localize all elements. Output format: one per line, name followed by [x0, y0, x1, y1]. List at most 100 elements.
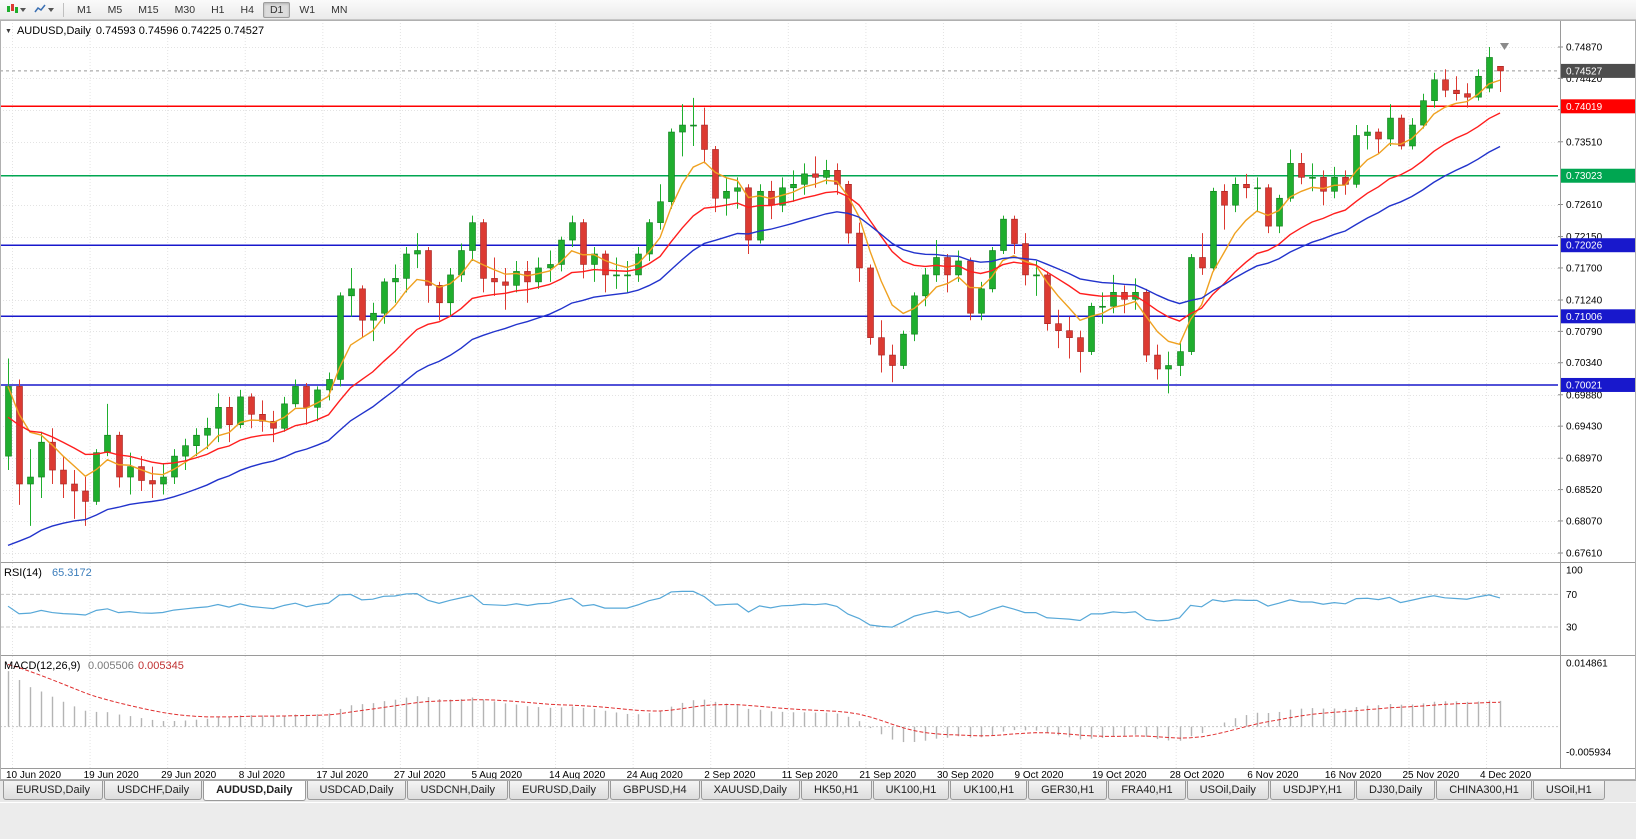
svg-text:10 Jun 2020: 10 Jun 2020: [6, 770, 61, 780]
svg-text:28 Oct 2020: 28 Oct 2020: [1170, 770, 1225, 780]
status-strip: [0, 802, 1636, 839]
svg-text:0.72610: 0.72610: [1566, 200, 1603, 211]
svg-text:0.74019: 0.74019: [1566, 102, 1603, 113]
chart-tab-ger30-h1[interactable]: GER30,H1: [1028, 781, 1108, 800]
svg-text:0.70790: 0.70790: [1566, 327, 1603, 338]
expand-arrow-icon[interactable]: ▼: [5, 27, 12, 35]
timeframe-button-m1[interactable]: M1: [70, 2, 99, 18]
svg-text:0.68070: 0.68070: [1566, 516, 1603, 527]
svg-text:27 Jul 2020: 27 Jul 2020: [394, 770, 446, 780]
timeframe-button-m5[interactable]: M5: [101, 2, 130, 18]
timeframe-button-w1[interactable]: W1: [292, 2, 322, 18]
svg-text:0.014861: 0.014861: [1566, 659, 1608, 670]
timeframe-button-mn[interactable]: MN: [324, 2, 354, 18]
chart-tab-fra40-h1[interactable]: FRA40,H1: [1108, 781, 1186, 800]
macd-signal-line: [7, 664, 1501, 739]
timeframe-button-h1[interactable]: H1: [204, 2, 231, 18]
svg-text:30 Sep 2020: 30 Sep 2020: [937, 770, 994, 780]
timeframe-button-h4[interactable]: H4: [234, 2, 261, 18]
svg-text:5 Aug 2020: 5 Aug 2020: [471, 770, 522, 780]
svg-text:19 Jun 2020: 19 Jun 2020: [84, 770, 139, 780]
svg-text:MACD(12,26,9): MACD(12,26,9): [4, 660, 80, 672]
macd-panel[interactable]: MACD(12,26,9) 0.005506 0.005345: [0, 660, 1558, 743]
svg-text:21 Sep 2020: 21 Sep 2020: [859, 770, 916, 780]
svg-text:25 Nov 2020: 25 Nov 2020: [1402, 770, 1459, 780]
svg-text:0.72150: 0.72150: [1566, 232, 1603, 243]
svg-text:6 Nov 2020: 6 Nov 2020: [1247, 770, 1299, 780]
toolbar-separator: [63, 2, 64, 17]
svg-text:0.74527: 0.74527: [1566, 66, 1603, 77]
svg-text:70: 70: [1566, 590, 1578, 601]
svg-text:16 Nov 2020: 16 Nov 2020: [1325, 770, 1382, 780]
moving-average-line: [7, 79, 1501, 478]
svg-text:0.73023: 0.73023: [1566, 171, 1603, 182]
svg-text:17 Jul 2020: 17 Jul 2020: [316, 770, 368, 780]
time-scale[interactable]: 10 Jun 2020 19 Jun 2020 29 Jun 2020 8 Jul 2…: [6, 770, 1532, 780]
timeframe-button-d1[interactable]: D1: [262, 1, 291, 18]
svg-text:9 Oct 2020: 9 Oct 2020: [1015, 770, 1064, 780]
chart-shift-marker: [1500, 43, 1509, 50]
svg-text:RSI(14): RSI(14): [4, 567, 42, 579]
svg-text:19 Oct 2020: 19 Oct 2020: [1092, 770, 1147, 780]
moving-average-line: [7, 112, 1501, 465]
chart-type-button[interactable]: [3, 2, 29, 18]
svg-text:2 Sep 2020: 2 Sep 2020: [704, 770, 756, 780]
timeframe-toolbar: M1 M5 M15 M30 H1 H4 D1 W1 MN: [70, 1, 354, 18]
rsi-line: [7, 590, 1501, 628]
chart-window: RSI(14) 65.3172 MACD(12,26,9) 0.005506 0.0…: [0, 20, 1636, 780]
chart-tab-dj30-daily[interactable]: DJ30,Daily: [1356, 781, 1436, 800]
svg-text:0.005345: 0.005345: [138, 660, 184, 672]
svg-text:0.005506: 0.005506: [88, 660, 134, 672]
svg-text:0.70021: 0.70021: [1566, 380, 1603, 391]
svg-text:0.68520: 0.68520: [1566, 485, 1603, 496]
chart-tab-usdcnh-daily[interactable]: USDCNH,Daily: [407, 781, 509, 800]
svg-text:0.69880: 0.69880: [1566, 390, 1603, 401]
svg-text:4 Dec 2020: 4 Dec 2020: [1480, 770, 1532, 780]
timeframe-button-m30[interactable]: M30: [168, 2, 202, 18]
chart-tab-usoil-h1[interactable]: USOil,H1: [1532, 781, 1605, 800]
chart-tab-usdcad-daily[interactable]: USDCAD,Daily: [306, 781, 407, 800]
svg-text:0.67610: 0.67610: [1566, 549, 1603, 560]
svg-text:0.71700: 0.71700: [1566, 263, 1603, 274]
chart-tab-audusd-daily[interactable]: AUDUSD,Daily: [203, 781, 306, 801]
timeframe-button-m15[interactable]: M15: [131, 2, 165, 18]
main-chart-panel[interactable]: [0, 20, 1558, 768]
chart-tab-gbpusd-h4[interactable]: GBPUSD,H4: [610, 781, 700, 800]
svg-text:24 Aug 2020: 24 Aug 2020: [627, 770, 684, 780]
svg-text:0.73510: 0.73510: [1566, 137, 1603, 148]
rsi-panel[interactable]: RSI(14) 65.3172: [0, 567, 1558, 628]
price-scale[interactable]: 0.748700.744200.739700.735100.726100.721…: [1558, 43, 1635, 759]
svg-text:0.74420: 0.74420: [1566, 74, 1603, 85]
chart-tab-usoil-daily[interactable]: USOil,Daily: [1186, 781, 1269, 800]
svg-text:0.72026: 0.72026: [1566, 241, 1603, 252]
chart-tab-usdjpy-h1[interactable]: USDJPY,H1: [1269, 781, 1356, 800]
svg-text:8 Jul 2020: 8 Jul 2020: [239, 770, 286, 780]
svg-text:11 Sep 2020: 11 Sep 2020: [782, 770, 838, 780]
moving-average-line: [7, 145, 1501, 547]
svg-text:65.3172: 65.3172: [52, 567, 92, 579]
svg-text:100: 100: [1566, 566, 1583, 577]
dropdown-caret-icon: [48, 7, 54, 12]
chart-tab-eurusd-daily[interactable]: EURUSD,Daily: [3, 781, 103, 800]
candlestick-chart-icon: [6, 2, 18, 17]
chart-tab-xauusd-daily[interactable]: XAUUSD,Daily: [700, 781, 800, 800]
chart-template-button[interactable]: [31, 2, 57, 18]
svg-text:0.71240: 0.71240: [1566, 296, 1603, 307]
svg-text:0.69430: 0.69430: [1566, 422, 1603, 433]
chart-tab-china300-h1[interactable]: CHINA300,H1: [1436, 781, 1532, 800]
line-chart-icon: [34, 2, 46, 17]
dropdown-caret-icon: [20, 7, 26, 12]
svg-text:14 Aug 2020: 14 Aug 2020: [549, 770, 606, 780]
svg-text:0.71006: 0.71006: [1566, 312, 1603, 323]
svg-text:0.74870: 0.74870: [1566, 43, 1603, 54]
chart-tab-eurusd-daily[interactable]: EURUSD,Daily: [509, 781, 609, 800]
chart-tab-uk100-h1[interactable]: UK100,H1: [872, 781, 950, 800]
svg-text:0.70340: 0.70340: [1566, 358, 1603, 369]
svg-text:29 Jun 2020: 29 Jun 2020: [161, 770, 216, 780]
chart-tab-bar: EURUSD,Daily USDCHF,Daily AUDUSD,Daily USDC…: [0, 780, 1636, 802]
chart-tab-usdchf-daily[interactable]: USDCHF,Daily: [103, 781, 203, 800]
chart-tab-uk100-h1[interactable]: UK100,H1: [950, 781, 1028, 800]
svg-text:0.68970: 0.68970: [1566, 454, 1603, 465]
chart-tab-hk50-h1[interactable]: HK50,H1: [800, 781, 872, 800]
chart-canvas[interactable]: RSI(14) 65.3172 MACD(12,26,9) 0.005506 0.0…: [0, 20, 1636, 780]
